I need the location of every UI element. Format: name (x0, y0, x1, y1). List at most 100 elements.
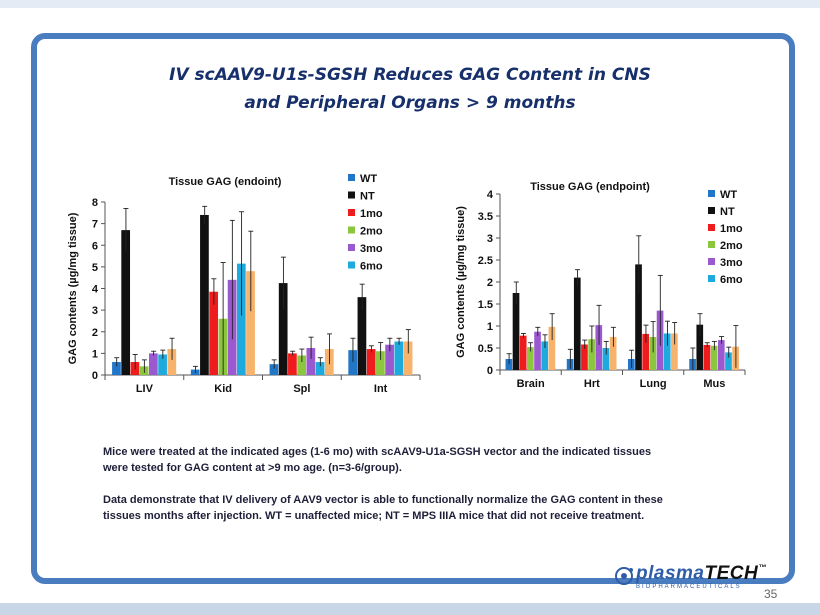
bar-7mo-LIV (167, 349, 177, 375)
bar-2mo-Lung (649, 337, 657, 370)
description-paragraph-1: Mice were treated at the indicated ages … (103, 444, 743, 476)
bar-6mo-Lung (663, 333, 671, 370)
description-p1-line1: Mice were treated at the indicated ages … (103, 446, 652, 458)
bar-WT-Int (348, 350, 358, 375)
legend-label-3mo: 3mo (720, 257, 743, 269)
legend-label-3mo: 3mo (360, 243, 383, 255)
description-p2-line1: Data demonstrate that IV delivery of AAV… (103, 494, 663, 506)
bar-2mo-Int (376, 351, 385, 375)
legend-label-1mo: 1mo (360, 208, 383, 220)
bar-7mo-Lung (671, 333, 678, 370)
y-axis-label: GAG contents (µg/mg tissue) (455, 206, 467, 358)
description-p1-line2: were tested for GAG content at >9 mo age… (103, 462, 402, 474)
x-tick-label: Lung (640, 378, 667, 390)
legend-swatch-2mo (708, 241, 715, 248)
plasma-logo-icon (615, 567, 633, 585)
y-tick-label: 3.5 (478, 211, 493, 223)
bar-7mo-Hrt (609, 337, 617, 370)
slide-frame (31, 33, 795, 584)
legend-swatch-6mo (348, 261, 355, 269)
x-tick-label: Kid (214, 383, 232, 395)
legend-label-6mo: 6mo (360, 261, 383, 273)
legend-label-NT: NT (720, 206, 735, 218)
logo-trademark: ™ (758, 563, 767, 572)
bar-NT-Lung (635, 264, 642, 370)
y-tick-label: 6 (92, 240, 98, 252)
bar-2mo-Mus (710, 345, 718, 370)
bottom-band (0, 603, 820, 615)
legend-label-1mo: 1mo (720, 223, 743, 235)
bar-NT-Hrt (573, 277, 581, 370)
bar-7mo-Kid (246, 271, 255, 375)
y-tick-label: 7 (92, 219, 98, 231)
logo-subtitle: BIOPHARMACEUTICALS (636, 584, 742, 590)
y-tick-label: 5 (92, 262, 98, 274)
legend-swatch-WT (348, 174, 355, 181)
x-tick-label: Spl (293, 383, 310, 395)
bar-1mo-Mus (703, 344, 711, 370)
x-tick-label: Hrt (584, 378, 600, 390)
chart-tissue-gag-endpoint: Tissue GAG (endpoint) 0 0.5 1 1.5 2 2.5 3 3.5 4 GA… (455, 181, 746, 390)
x-tick-label: Int (374, 383, 388, 395)
bar-WT-LIV (112, 362, 121, 375)
y-tick-label: 3 (92, 305, 98, 317)
bar-1mo-Hrt (581, 344, 588, 370)
bar-1mo-Lung (642, 333, 650, 370)
bar-NT-Mus (696, 324, 704, 370)
bar-6mo-Brain (541, 341, 549, 370)
bar-3mo-Hrt (595, 325, 603, 370)
y-tick-label: 3 (487, 233, 493, 245)
y-tick-label: 0 (92, 370, 98, 382)
legend-swatch-NT (708, 207, 715, 214)
y-tick-label: 8 (92, 197, 98, 209)
bar-3mo-Spl (306, 347, 316, 375)
chart-title: Tissue GAG (endpoint) (530, 181, 650, 193)
x-tick-label: LIV (136, 383, 154, 395)
slide-title-line2: and Peripheral Organs > 9 months (244, 93, 576, 113)
bar-6mo-Hrt (602, 348, 610, 370)
legend-label-6mo: 6mo (720, 274, 743, 286)
bar-7mo-Int (403, 341, 413, 375)
bar-6mo-Spl (315, 362, 325, 375)
legend-label-WT: WT (360, 173, 377, 185)
slide-title-line1: IV scAAV9-U1s-SGSH Reduces GAG Content i… (169, 65, 651, 85)
legend-swatch-6mo (708, 275, 715, 282)
y-tick-label: 1 (92, 348, 98, 360)
bar-WT-Spl (269, 364, 279, 375)
page-number: 35 (764, 587, 778, 601)
legend-swatch-1mo (348, 209, 355, 216)
legend-swatch-3mo (708, 258, 715, 265)
x-tick-label: Mus (703, 378, 725, 390)
legend-swatch-WT (708, 190, 715, 197)
top-band (0, 0, 820, 8)
legend-label-2mo: 2mo (360, 226, 383, 238)
chart-title: Tissue GAG (endoint) (169, 176, 282, 188)
legend-label-2mo: 2mo (720, 240, 743, 252)
bar-6mo-Mus (725, 352, 732, 370)
y-tick-label: 4 (92, 284, 99, 296)
legend-label-NT: NT (360, 191, 375, 203)
legend-swatch-3mo (348, 244, 355, 251)
legend-swatch-NT (348, 191, 355, 199)
bar-1mo-Spl (288, 353, 297, 375)
y-axis-label: GAG contents (µg/mg tissue) (67, 212, 79, 364)
bar-NT-LIV (121, 230, 131, 375)
legend-label-WT: WT (720, 189, 737, 201)
logo-text-tech: TECH (704, 563, 759, 584)
logo-text-plasma: plasma (636, 563, 705, 584)
bar-NT-Spl (278, 283, 288, 375)
y-tick-label: 2 (92, 327, 98, 339)
bar-3mo-LIV (148, 353, 158, 375)
bar-1mo-Brain (519, 335, 527, 370)
bar-3mo-Brain (534, 331, 541, 370)
bar-3mo-Mus (717, 340, 725, 370)
x-tick-label: Brain (517, 378, 545, 390)
bar-NT-Brain (512, 293, 520, 370)
bar-2mo-Brain (527, 347, 534, 370)
bar-2mo-Spl (297, 355, 306, 375)
description-p2-line2: tissues months after injection. WT = una… (103, 510, 645, 522)
y-tick-label: 2.5 (478, 255, 493, 267)
bar-1mo-Int (366, 349, 376, 375)
y-tick-label: 1.5 (478, 299, 493, 311)
legend-swatch-1mo (708, 224, 715, 231)
